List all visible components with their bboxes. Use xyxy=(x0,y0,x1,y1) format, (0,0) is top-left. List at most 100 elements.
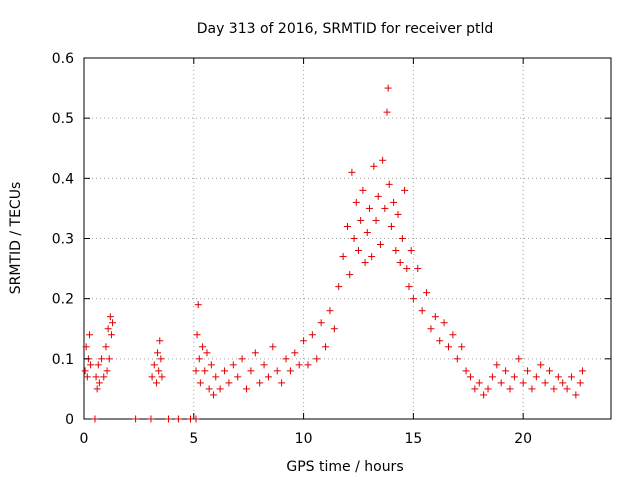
data-point xyxy=(370,162,378,170)
data-point xyxy=(322,343,330,351)
data-point xyxy=(304,361,312,369)
data-point xyxy=(528,385,536,393)
data-point xyxy=(567,373,575,381)
data-point xyxy=(403,265,411,273)
data-point xyxy=(363,228,371,236)
data-point xyxy=(81,367,89,375)
data-point xyxy=(317,319,325,327)
data-point xyxy=(374,192,382,200)
data-point xyxy=(205,385,213,393)
data-point xyxy=(488,373,496,381)
data-point xyxy=(210,391,218,399)
data-point xyxy=(458,343,466,351)
data-point xyxy=(466,373,474,381)
data-point xyxy=(365,204,373,212)
data-point xyxy=(563,385,571,393)
data-point xyxy=(251,349,259,357)
data-point xyxy=(532,373,540,381)
data-point xyxy=(201,367,209,375)
data-point xyxy=(93,385,101,393)
data-point xyxy=(154,349,162,357)
data-point xyxy=(85,331,93,339)
data-point xyxy=(196,379,204,387)
data-point xyxy=(165,415,173,423)
data-point xyxy=(484,385,492,393)
data-point xyxy=(537,361,545,369)
data-point xyxy=(326,307,334,315)
data-point xyxy=(195,355,203,363)
data-point xyxy=(100,373,108,381)
data-point xyxy=(524,367,532,375)
data-point xyxy=(174,415,182,423)
data-point xyxy=(155,367,163,375)
data-point xyxy=(147,415,155,423)
data-point xyxy=(83,373,91,381)
data-point xyxy=(308,331,316,339)
x-tick-label: 0 xyxy=(80,431,89,447)
data-point xyxy=(158,373,166,381)
x-tick-label: 10 xyxy=(295,431,313,447)
data-point xyxy=(409,295,417,303)
y-tick-label: 0.6 xyxy=(52,51,74,67)
data-point xyxy=(229,361,237,369)
data-point xyxy=(150,361,158,369)
y-tick-label: 0 xyxy=(65,412,74,428)
data-point xyxy=(392,247,400,255)
plot-frame xyxy=(83,57,612,420)
data-point xyxy=(387,222,395,230)
data-point xyxy=(541,379,549,387)
data-point xyxy=(427,325,435,333)
data-point xyxy=(471,385,479,393)
x-tick-label: 5 xyxy=(189,431,198,447)
data-point xyxy=(295,361,303,369)
data-point xyxy=(423,289,431,297)
data-point xyxy=(269,343,277,351)
data-point xyxy=(278,379,286,387)
data-point xyxy=(354,247,362,255)
y-tick-label: 0.1 xyxy=(52,352,74,368)
data-point xyxy=(359,186,367,194)
data-point xyxy=(212,373,220,381)
data-point xyxy=(418,307,426,315)
data-point xyxy=(493,361,501,369)
data-point xyxy=(379,156,387,164)
data-point xyxy=(453,355,461,363)
data-point xyxy=(368,253,376,261)
data-point xyxy=(256,379,264,387)
data-point xyxy=(264,373,272,381)
data-point xyxy=(361,259,369,267)
x-tick-label: 15 xyxy=(404,431,422,447)
data-point xyxy=(234,373,242,381)
data-point xyxy=(383,108,391,116)
data-point xyxy=(475,379,483,387)
data-point xyxy=(384,84,392,92)
data-point xyxy=(286,367,294,375)
data-point xyxy=(221,367,229,375)
data-point xyxy=(152,379,160,387)
data-point xyxy=(350,235,358,242)
data-point xyxy=(578,367,586,375)
data-point xyxy=(440,319,448,327)
data-point xyxy=(105,355,113,363)
data-point xyxy=(156,337,164,345)
data-point xyxy=(238,355,246,363)
data-point xyxy=(330,325,338,333)
data-point xyxy=(98,355,106,363)
data-point xyxy=(352,198,360,206)
data-point xyxy=(554,373,562,381)
data-point xyxy=(480,391,488,399)
x-tick-label: 20 xyxy=(514,431,532,447)
data-point xyxy=(103,367,111,375)
data-point xyxy=(344,222,351,230)
data-point xyxy=(194,301,202,309)
data-point xyxy=(394,210,402,218)
data-point xyxy=(157,355,165,363)
data-point xyxy=(576,379,584,387)
data-point xyxy=(95,379,103,387)
data-point xyxy=(431,313,439,321)
data-point xyxy=(550,385,558,393)
y-tick-label: 0.5 xyxy=(52,111,74,127)
data-point xyxy=(192,367,200,375)
data-point xyxy=(300,337,308,345)
data-point xyxy=(385,180,393,188)
